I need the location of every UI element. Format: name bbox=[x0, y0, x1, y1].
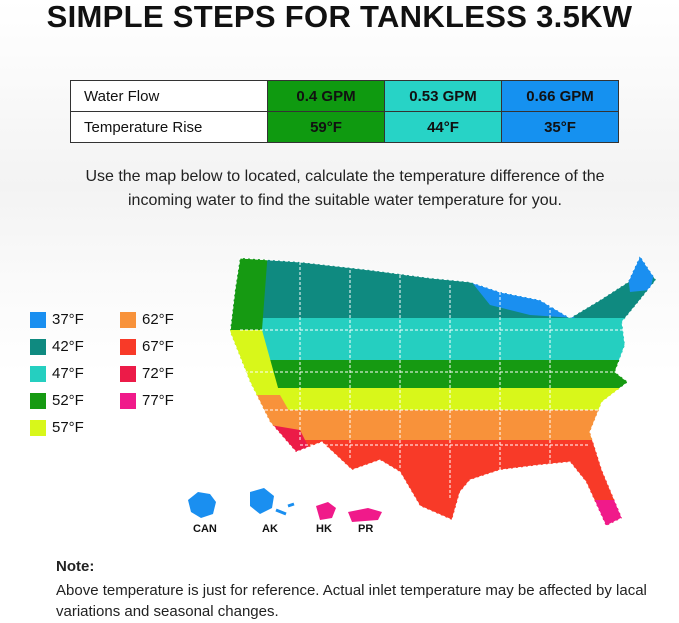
note-heading: Note: bbox=[56, 558, 95, 575]
table-cell: 0.66 GPM bbox=[501, 80, 619, 112]
row-label: Water Flow bbox=[70, 80, 268, 112]
legend-item: 37°F bbox=[30, 311, 84, 328]
legend-swatch bbox=[120, 392, 136, 409]
island-can bbox=[188, 492, 216, 518]
legend-item: 52°F bbox=[30, 392, 84, 409]
zone-62f-west bbox=[250, 395, 300, 430]
island-territories bbox=[188, 488, 382, 522]
legend-label: 47°F bbox=[52, 365, 84, 382]
island-ak bbox=[250, 488, 274, 514]
description: Use the map below to located, calculate … bbox=[85, 168, 605, 209]
legend-swatch bbox=[120, 338, 136, 355]
label-pr: PR bbox=[358, 523, 374, 535]
state-borders bbox=[240, 262, 630, 500]
label-can: CAN bbox=[193, 523, 217, 535]
legend-swatch bbox=[30, 365, 46, 382]
table-row: Water Flow 0.4 GPM 0.53 GPM 0.66 GPM bbox=[70, 80, 619, 112]
legend-swatch bbox=[120, 311, 136, 328]
legend-item: 57°F bbox=[30, 419, 84, 436]
table-cell: 0.4 GPM bbox=[267, 80, 385, 112]
page-title: SIMPLE STEPS FOR TANKLESS 3.5KW bbox=[46, 0, 633, 34]
legend-label: 77°F bbox=[142, 392, 174, 409]
label-hk: HK bbox=[316, 523, 332, 535]
island-ak-chain bbox=[275, 502, 295, 516]
legend-swatch bbox=[120, 365, 136, 382]
legend-swatch bbox=[30, 419, 46, 436]
table-cell: 0.53 GPM bbox=[384, 80, 502, 112]
table-cell: 44°F bbox=[384, 111, 502, 143]
legend-item: 77°F bbox=[120, 392, 174, 409]
legend-swatch bbox=[30, 392, 46, 409]
island-hk bbox=[316, 502, 336, 520]
legend-item: 67°F bbox=[120, 338, 174, 355]
legend-item: 42°F bbox=[30, 338, 84, 355]
flow-temperature-table: Water Flow 0.4 GPM 0.53 GPM 0.66 GPM Tem… bbox=[70, 80, 619, 143]
legend-label: 72°F bbox=[142, 365, 174, 382]
legend-item: 62°F bbox=[120, 311, 174, 328]
note-text: Above temperature is just for reference.… bbox=[56, 582, 647, 620]
label-ak: AK bbox=[262, 523, 278, 535]
legend-label: 37°F bbox=[52, 311, 84, 328]
legend-label: 62°F bbox=[142, 311, 174, 328]
legend-item: 72°F bbox=[120, 365, 174, 382]
zone-52f bbox=[230, 360, 656, 390]
legend-label: 42°F bbox=[52, 338, 84, 355]
legend-label: 57°F bbox=[52, 419, 84, 436]
legend-label: 67°F bbox=[142, 338, 174, 355]
legend-label: 52°F bbox=[52, 392, 84, 409]
table-cell: 35°F bbox=[501, 111, 619, 143]
row-label: Temperature Rise bbox=[70, 111, 268, 143]
legend-swatch bbox=[30, 311, 46, 328]
legend-swatch bbox=[30, 338, 46, 355]
us-outline bbox=[229, 254, 657, 527]
zone-47f bbox=[230, 318, 656, 363]
zone-57f-west bbox=[230, 330, 280, 395]
zone-57f bbox=[230, 388, 656, 412]
island-pr bbox=[348, 508, 382, 522]
table-row: Temperature Rise 59°F 44°F 35°F bbox=[70, 111, 619, 143]
legend-item: 47°F bbox=[30, 365, 84, 382]
zone-52f-west bbox=[230, 256, 268, 330]
table-cell: 59°F bbox=[267, 111, 385, 143]
zone-37f-maine bbox=[625, 256, 656, 292]
